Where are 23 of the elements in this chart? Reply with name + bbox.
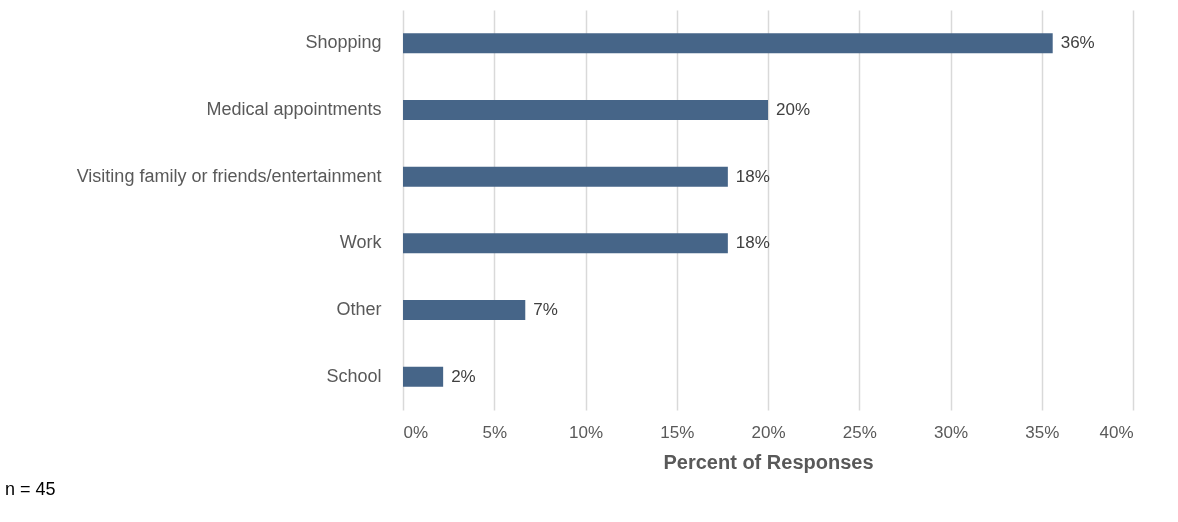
data-label: 2% bbox=[451, 366, 476, 386]
x-tick-label: 25% bbox=[842, 422, 877, 442]
x-tick-label: 0% bbox=[403, 422, 429, 442]
x-tick-label: 30% bbox=[933, 422, 969, 442]
data-label: 36% bbox=[1060, 33, 1095, 53]
data-label: 18% bbox=[735, 166, 770, 186]
y-tick-label: Medical appointments bbox=[206, 99, 382, 119]
x-tick-label: 5% bbox=[482, 422, 508, 442]
y-tick-label: Visiting family or friends/entertainment bbox=[76, 165, 382, 186]
x-tick-label: 20% bbox=[751, 422, 786, 442]
y-tick-label: Other bbox=[336, 299, 382, 319]
x-tick-label: 40% bbox=[1099, 422, 1134, 442]
data-label: 20% bbox=[776, 100, 811, 119]
data-label: 7% bbox=[533, 300, 558, 319]
y-tick-label: School bbox=[326, 365, 382, 386]
x-tick-label: 10% bbox=[568, 422, 604, 442]
x-axis-title: Percent of Responses bbox=[663, 450, 874, 473]
text: n = 45 bbox=[5, 479, 56, 499]
data-label: 18% bbox=[735, 233, 770, 253]
x-tick-label: 35% bbox=[1025, 422, 1060, 442]
x-tick-label: 15% bbox=[660, 422, 695, 442]
y-tick-label: Work bbox=[339, 232, 383, 253]
y-tick-label: Shopping bbox=[305, 32, 382, 53]
